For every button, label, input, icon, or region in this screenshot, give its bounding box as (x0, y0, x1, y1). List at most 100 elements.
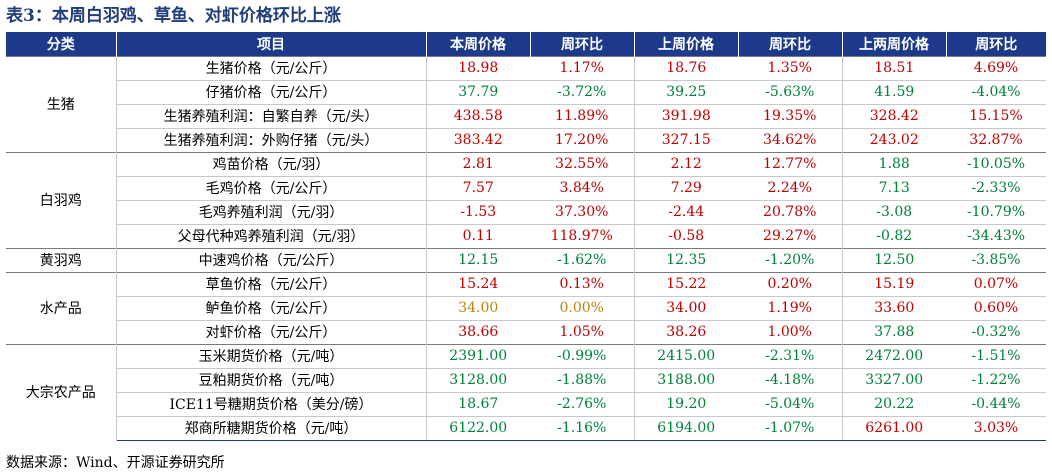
table-body: 生猪 生猪价格（元/公斤） 18.98 1.17% 18.76 1.35% 18.51 4.6… (6, 55, 1046, 441)
category-cell: 生猪 (6, 55, 117, 152)
this-week-wow-cell: 0.13% (530, 271, 635, 296)
last-week-price-cell: 19.20 (634, 391, 738, 416)
this-week-price-cell: 2.81 (426, 151, 530, 176)
last-week-price-cell: -2.44 (634, 199, 738, 224)
this-week-price-cell: 3128.00 (426, 367, 530, 392)
two-weeks-ago-price-cell: -3.08 (842, 199, 946, 224)
this-week-price-cell: 7.57 (426, 175, 530, 200)
two-weeks-ago-wow-cell: -2.33% (946, 175, 1046, 200)
item-cell: 生猪价格（元/公斤） (116, 55, 427, 80)
item-cell: 毛鸡养殖利润（元/羽） (116, 199, 427, 224)
table-row: 仔猪价格（元/公斤） 37.79 -3.72% 39.25 -5.63% 41.59 -4.… (6, 79, 1046, 104)
item-cell: ICE11号糖期货价格（美分/磅） (116, 391, 427, 416)
two-weeks-ago-price-cell: 15.19 (842, 271, 946, 296)
this-week-price-cell: 34.00 (426, 295, 530, 320)
table-row: 父母代种鸡养殖利润（元/羽） 0.11 118.97% -0.58 29.27% -0.8… (6, 223, 1046, 248)
this-week-wow-cell: 0.00% (530, 295, 635, 320)
last-week-price-cell: 39.25 (634, 79, 738, 104)
last-week-price-cell: 38.26 (634, 319, 738, 344)
this-week-price-cell: 18.98 (426, 55, 530, 80)
two-weeks-ago-wow-cell: -10.79% (946, 199, 1046, 224)
header-this-week-wow: 周环比 (530, 32, 635, 56)
this-week-wow-cell: -1.62% (530, 247, 635, 272)
item-cell: 对虾价格（元/公斤） (116, 319, 427, 344)
category-cell: 白羽鸡 (6, 151, 117, 248)
this-week-wow-cell: 17.20% (530, 127, 635, 152)
last-week-wow-cell: 2.24% (738, 175, 843, 200)
two-weeks-ago-price-cell: 2472.00 (842, 343, 946, 368)
last-week-wow-cell: -5.63% (738, 79, 843, 104)
two-weeks-ago-wow-cell: -3.85% (946, 247, 1046, 272)
this-week-wow-cell: 118.97% (530, 223, 635, 248)
last-week-wow-cell: 1.35% (738, 55, 843, 80)
table-title: 表3：本周白羽鸡、草鱼、对虾价格环比上涨 (6, 6, 341, 26)
source-note: 数据来源：Wind、开源证券研究所 (6, 455, 225, 471)
last-week-price-cell: 7.29 (634, 175, 738, 200)
table-row: 毛鸡养殖利润（元/羽） -1.53 37.30% -2.44 20.78% -3.08 -1… (6, 199, 1046, 224)
two-weeks-ago-price-cell: 12.50 (842, 247, 946, 272)
last-week-price-cell: 12.35 (634, 247, 738, 272)
item-cell: 生猪养殖利润：外购仔猪（元/头） (116, 127, 427, 152)
header-last-week-price: 上周价格 (634, 32, 739, 56)
this-week-price-cell: 438.58 (426, 103, 530, 128)
this-week-price-cell: 0.11 (426, 223, 530, 248)
last-week-wow-cell: 20.78% (738, 199, 843, 224)
header-category: 分类 (6, 32, 117, 56)
last-week-wow-cell: 0.20% (738, 271, 843, 296)
item-cell: 仔猪价格（元/公斤） (116, 79, 427, 104)
this-week-wow-cell: 11.89% (530, 103, 635, 128)
two-weeks-ago-price-cell: 37.88 (842, 319, 946, 344)
category-cell: 黄羽鸡 (6, 247, 117, 272)
category-cell: 水产品 (6, 271, 117, 344)
two-weeks-ago-price-cell: 6261.00 (842, 415, 946, 441)
this-week-wow-cell: 32.55% (530, 151, 635, 176)
two-weeks-ago-wow-cell: -1.51% (946, 343, 1046, 368)
this-week-price-cell: 38.66 (426, 319, 530, 344)
this-week-wow-cell: -2.76% (530, 391, 635, 416)
table-row: 郑商所糖期货价格（元/吨） 6122.00 -1.16% 6194.00 -1.07% 6… (6, 415, 1046, 441)
header-two-weeks-ago-price: 上两周价格 (842, 32, 947, 56)
table-row: ICE11号糖期货价格（美分/磅） 18.67 -2.76% 19.20 -5.04% 2… (6, 391, 1046, 416)
last-week-price-cell: 3188.00 (634, 367, 738, 392)
item-cell: 草鱼价格（元/公斤） (116, 271, 427, 296)
last-week-wow-cell: -4.18% (738, 367, 843, 392)
two-weeks-ago-price-cell: 328.42 (842, 103, 946, 128)
table-row: 豆粕期货价格（元/吨） 3128.00 -1.88% 3188.00 -4.18% 332… (6, 367, 1046, 392)
two-weeks-ago-price-cell: 18.51 (842, 55, 946, 80)
last-week-price-cell: 15.22 (634, 271, 738, 296)
two-weeks-ago-wow-cell: 0.07% (946, 271, 1046, 296)
last-week-wow-cell: -1.07% (738, 415, 843, 441)
last-week-wow-cell: 19.35% (738, 103, 843, 128)
last-week-price-cell: 2.12 (634, 151, 738, 176)
last-week-price-cell: 6194.00 (634, 415, 738, 441)
this-week-wow-cell: -3.72% (530, 79, 635, 104)
this-week-wow-cell: 1.05% (530, 319, 635, 344)
last-week-price-cell: 34.00 (634, 295, 738, 320)
last-week-wow-cell: 1.00% (738, 319, 843, 344)
last-week-price-cell: 327.15 (634, 127, 738, 152)
item-cell: 鸡苗价格（元/羽） (116, 151, 427, 176)
two-weeks-ago-price-cell: 7.13 (842, 175, 946, 200)
last-week-price-cell: 391.98 (634, 103, 738, 128)
last-week-wow-cell: -5.04% (738, 391, 843, 416)
item-cell: 鲈鱼价格（元/公斤） (116, 295, 427, 320)
price-table: 分类 项目 本周价格 周环比 上周价格 周环比 上两周价格 周环比 生猪 生猪价格… (6, 32, 1046, 441)
item-cell: 毛鸡价格（元/公斤） (116, 175, 427, 200)
this-week-price-cell: 15.24 (426, 271, 530, 296)
this-week-price-cell: -1.53 (426, 199, 530, 224)
last-week-wow-cell: 34.62% (738, 127, 843, 152)
table-row: 对虾价格（元/公斤） 38.66 1.05% 38.26 1.00% 37.88 -0.32… (6, 319, 1046, 344)
last-week-wow-cell: -1.20% (738, 247, 843, 272)
two-weeks-ago-price-cell: 20.22 (842, 391, 946, 416)
category-cell: 大宗农产品 (6, 343, 117, 440)
last-week-wow-cell: 1.19% (738, 295, 843, 320)
this-week-price-cell: 18.67 (426, 391, 530, 416)
two-weeks-ago-wow-cell: -0.44% (946, 391, 1046, 416)
table-row: 生猪养殖利润：自繁自养（元/头） 438.58 11.89% 391.98 19.35%… (6, 103, 1046, 128)
table-row: 水产品 草鱼价格（元/公斤） 15.24 0.13% 15.22 0.20% 15.19 0.… (6, 271, 1046, 344)
this-week-price-cell: 383.42 (426, 127, 530, 152)
two-weeks-ago-price-cell: 33.60 (842, 295, 946, 320)
item-cell: 中速鸡价格（元/公斤） (116, 247, 427, 272)
this-week-price-cell: 12.15 (426, 247, 530, 272)
header-two-weeks-ago-wow: 周环比 (946, 32, 1046, 56)
